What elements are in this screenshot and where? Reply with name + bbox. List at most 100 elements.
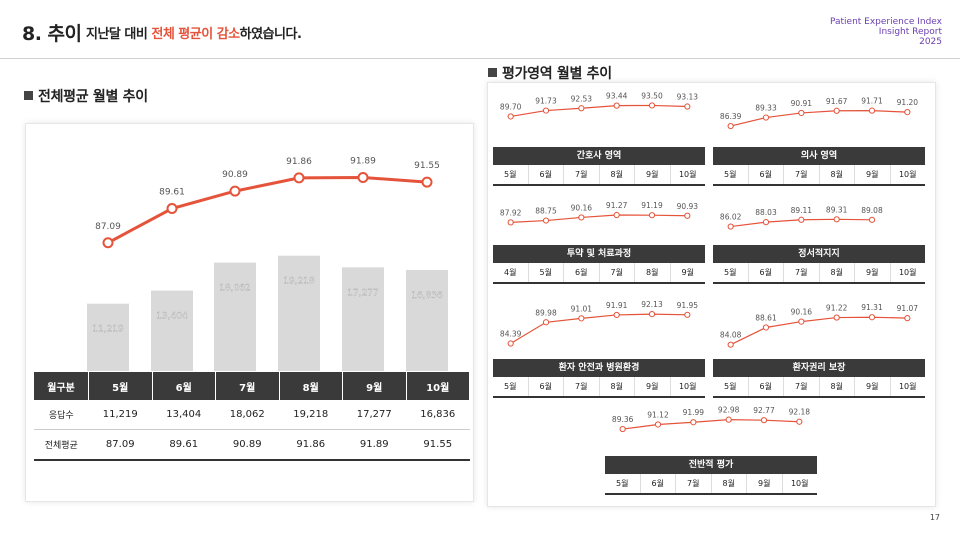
table-cell: 91.89: [342, 429, 406, 461]
area-value-label: 84.08: [720, 331, 742, 340]
area-line: [730, 316, 908, 346]
area-title: 환자 안전과 병원환경: [493, 359, 705, 377]
area-trend-chart: 89.36 91.12 91.99 92.98 92.77 92.18: [612, 406, 811, 433]
month-cell: 5월: [713, 377, 749, 396]
area-value-label: 91.91: [606, 301, 628, 310]
area-value-label: 88.61: [755, 313, 777, 322]
month-cell: 5월: [493, 377, 529, 396]
month-cell: 9월: [855, 263, 891, 282]
month-cell: 8월: [820, 263, 855, 282]
area-title: 정서적지지: [713, 245, 925, 263]
area-value-label: 87.92: [500, 208, 522, 217]
month-cell: 7월: [784, 165, 820, 184]
area-box: 전반적 평가 5월 6월 7월 8월 9월 10월: [605, 456, 817, 495]
table-row: 전체평균 87.09 89.61 90.89 91.86 91.89 91.55: [34, 429, 470, 461]
area-box: 정서적지지 5월 6월 7월 8월 9월 10월: [713, 245, 925, 284]
table-header-cell: 월구분: [34, 372, 89, 400]
area-point: [796, 418, 803, 425]
bar-value-label: 19,218: [283, 277, 315, 287]
area-value-label: 90.16: [791, 308, 813, 317]
area-value-label: 90.16: [571, 203, 593, 212]
area-months-row: 5월 6월 7월 8월 9월 10월: [713, 263, 925, 284]
area-line: [622, 419, 800, 430]
area-point: [798, 109, 805, 117]
area-value-label: 86.39: [720, 112, 742, 121]
month-cell: 8월: [600, 165, 635, 184]
area-point: [727, 223, 734, 230]
area-value-label: 90.91: [791, 99, 813, 108]
area-title: 환자권리 보장: [713, 359, 925, 377]
header-divider: [0, 58, 960, 59]
month-cell: 10월: [678, 382, 697, 391]
area-point: [654, 421, 662, 428]
area-months-row: 5월 6월 7월 8월 9월 10월: [713, 165, 925, 186]
left-section-title: 전체평균 월별 추이: [24, 86, 148, 106]
month-cell: 5월: [605, 474, 641, 493]
area-point: [578, 214, 585, 221]
month-cell: 6월: [564, 263, 600, 282]
subtitle-post: 하였습니다.: [239, 27, 302, 42]
area-line: [510, 214, 688, 223]
month-cell: 8월: [600, 377, 635, 396]
area-point: [762, 219, 770, 226]
area-value-label: 91.95: [677, 301, 699, 310]
table-header-cell: 5월: [88, 372, 153, 400]
area-point: [578, 315, 585, 322]
table-header-cell: 6월: [152, 372, 216, 400]
month-cell: 7월: [784, 377, 820, 396]
area-point: [542, 107, 550, 114]
month-cell: 8월: [635, 263, 671, 282]
area-point: [798, 216, 805, 223]
table-row-label: 전체평균: [34, 429, 89, 461]
area-box: 간호사 영역 5월 6월 7월 8월 9월 10월: [493, 147, 705, 186]
month-cell: 7월: [564, 377, 600, 396]
area-value-label: 91.71: [861, 97, 883, 106]
month-cell: 10월: [898, 268, 917, 277]
table-row-label: 응답수: [34, 400, 89, 430]
overall-chart-panel: 11,219 13,404 18,062 19,218 17,277 16,836 87.0…: [25, 123, 474, 502]
table-cell: 19,218: [279, 400, 343, 430]
area-point: [868, 107, 876, 114]
area-box: 의사 영역 5월 6월 7월 8월 9월 10월: [713, 147, 925, 186]
area-trend-chart: 84.39 89.98 91.01 91.91 92.13 91.95: [500, 300, 699, 347]
area-value-label: 86.02: [720, 213, 742, 222]
response-bar: [278, 255, 320, 371]
bar-value-label: 16,836: [411, 291, 443, 301]
table-cell: 17,277: [342, 400, 406, 430]
average-value-label: 90.89: [222, 170, 248, 180]
average-value-label: 91.86: [286, 157, 312, 167]
month-cell: 7월: [676, 474, 712, 493]
area-value-label: 93.13: [677, 93, 699, 102]
area-title: 의사 영역: [713, 147, 925, 165]
area-point: [762, 114, 770, 121]
area-value-label: 91.73: [535, 97, 557, 106]
area-point: [868, 216, 876, 223]
area-months-row: 5월 6월 7월 8월 9월 10월: [713, 377, 925, 398]
area-point: [727, 341, 734, 348]
area-value-label: 91.07: [897, 304, 919, 313]
area-point: [904, 315, 911, 322]
area-title: 전반적 평가: [605, 456, 817, 474]
area-value-label: 90.93: [677, 202, 699, 211]
area-trends-panel: 89.70 91.73 92.53 93.44 93.50 93.13 간호사 영역 5월 6월…: [487, 82, 936, 507]
area-value-label: 92.18: [789, 408, 811, 417]
area-point: [684, 311, 691, 318]
month-cell: 6월: [749, 165, 784, 184]
area-value-label: 89.33: [755, 104, 777, 113]
area-point: [725, 416, 732, 423]
area-point: [613, 211, 620, 219]
area-point: [833, 314, 840, 321]
month-cell: 9월: [855, 377, 891, 396]
brand-line-3: 2025: [919, 37, 942, 47]
overall-trend-chart: 11,219 13,404 18,062 19,218 17,277 16,836 87.0…: [87, 156, 448, 371]
area-point: [507, 340, 514, 347]
brand-line-1: Patient Experience Index: [829, 17, 942, 27]
page-subtitle: 지난달 대비 전체 평균이 감소하였습니다.: [86, 23, 302, 42]
area-trend-chart: 89.70 91.73 92.53 93.44 93.50 93.13: [500, 91, 699, 120]
area-value-label: 91.67: [826, 97, 848, 106]
subtitle-pre: 지난달 대비: [86, 27, 148, 42]
right-section-title: 평가영역 월별 추이: [488, 63, 612, 83]
month-cell: 8월: [820, 165, 855, 184]
month-cell: 9월: [747, 474, 783, 493]
area-months-row: 5월 6월 7월 8월 9월 10월: [493, 377, 705, 398]
